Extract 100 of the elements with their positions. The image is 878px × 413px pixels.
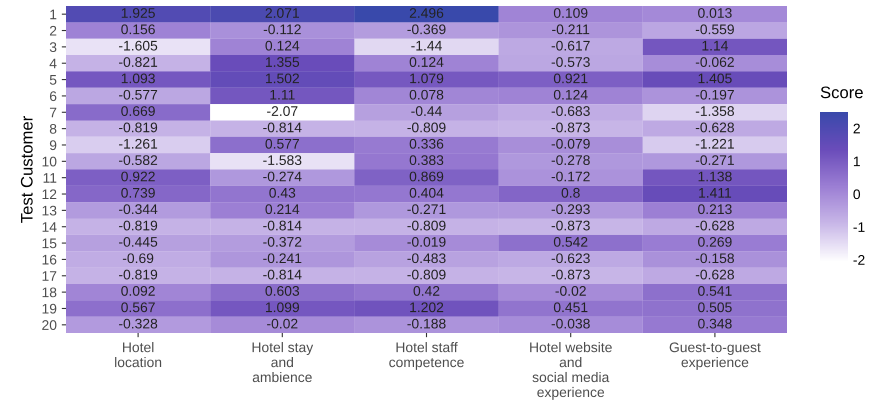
y-tick-label: 5 (50, 75, 56, 85)
data-label: 0.739 (121, 188, 155, 198)
data-label: -0.293 (552, 204, 590, 214)
data-label: -0.873 (552, 270, 590, 280)
data-label: -1.358 (696, 106, 734, 116)
data-label: -0.809 (407, 270, 446, 280)
data-label: -0.274 (263, 172, 302, 182)
data-label: -0.628 (696, 270, 734, 280)
data-label: -0.873 (552, 122, 590, 132)
y-tick-label: 15 (42, 238, 56, 248)
y-tick-label: 4 (50, 58, 57, 68)
data-label: 0.213 (698, 204, 732, 214)
data-label: 0.921 (554, 73, 588, 84)
data-label: -0.577 (119, 90, 158, 100)
data-label: 0.922 (121, 172, 155, 182)
data-label: -0.573 (552, 57, 590, 67)
y-tick-label: 9 (50, 140, 56, 150)
data-label: 1.079 (410, 73, 444, 84)
data-label: 0.577 (265, 138, 299, 149)
data-label: 0.348 (698, 318, 732, 329)
y-tick-label: 14 (42, 222, 57, 232)
data-label: -0.278 (552, 155, 590, 166)
color-bar-label: 1 (854, 156, 860, 166)
y-tick-label: 20 (42, 320, 56, 330)
color-bar-title: Score (820, 86, 863, 98)
y-tick-label: 13 (42, 206, 56, 216)
data-label: -0.683 (552, 106, 590, 116)
data-label: -0.821 (119, 57, 158, 67)
data-label: 0.013 (698, 8, 732, 18)
y-tick-label: 11 (44, 173, 56, 183)
data-label: -1.605 (119, 40, 158, 51)
data-label: -0.079 (552, 138, 590, 149)
x-tick-label: Hotel staff competence (389, 342, 464, 370)
data-label: -1.583 (263, 155, 302, 166)
data-label: -0.819 (119, 122, 158, 132)
data-label: -0.628 (696, 122, 734, 132)
y-tick-label: 10 (42, 156, 56, 166)
data-label: 1.099 (266, 302, 300, 312)
data-label: -0.241 (263, 253, 302, 264)
color-bar-label: -2 (853, 255, 865, 265)
data-label: 0.8 (562, 188, 580, 198)
data-label: 0.42 (414, 286, 440, 296)
y-tick-label: 18 (42, 287, 56, 298)
data-label: -0.197 (696, 90, 734, 100)
data-label: -2.07 (267, 106, 298, 116)
x-tick-label: Hotel stay and ambience (252, 342, 314, 382)
data-label: -0.369 (407, 24, 446, 34)
data-label: -0.809 (407, 220, 446, 230)
data-label: -0.271 (407, 204, 446, 214)
y-tick-label: 8 (50, 124, 56, 134)
data-label: -0.172 (552, 172, 590, 182)
data-label: 0.567 (121, 302, 155, 312)
data-label: -0.44 (411, 106, 442, 116)
data-label: 0.383 (410, 155, 444, 166)
data-label: -0.559 (696, 24, 734, 34)
data-label: -1.44 (411, 40, 442, 50)
data-label: -0.271 (696, 155, 734, 166)
color-bar-label: 0 (853, 189, 860, 200)
data-label: -0.873 (552, 220, 590, 230)
data-label: 0.43 (269, 188, 296, 198)
data-label: 0.542 (554, 236, 588, 247)
y-tick-label: 17 (42, 271, 56, 281)
color-bar-label: 2 (854, 124, 860, 134)
data-label: -0.344 (119, 204, 158, 214)
y-tick-label: 2 (50, 26, 56, 36)
data-label: 1.202 (410, 302, 444, 312)
y-tick-label: 6 (50, 91, 56, 102)
color-bar-label: -1 (853, 222, 865, 232)
data-label: -0.445 (119, 236, 158, 247)
data-label: -0.112 (264, 24, 301, 34)
y-tick-label: 1 (50, 10, 56, 20)
data-label: -0.062 (696, 57, 734, 67)
data-label: 0.603 (265, 286, 300, 296)
data-label: 0.404 (410, 188, 444, 198)
data-label: -0.483 (407, 253, 446, 264)
x-tick-label: Guest-to-guest experience (670, 342, 761, 370)
data-label: -1.261 (119, 138, 158, 149)
data-label: 0.541 (698, 286, 732, 296)
data-label: -0.019 (407, 236, 446, 247)
data-label: 0.214 (265, 204, 300, 214)
data-label: -0.038 (552, 318, 590, 329)
data-label: -0.814 (263, 270, 302, 280)
data-label: 0.078 (410, 90, 444, 100)
data-label: 1.925 (122, 8, 155, 18)
data-label: 0.669 (121, 106, 155, 116)
data-label: -0.69 (122, 253, 154, 264)
data-label: -0.372 (263, 236, 302, 247)
data-label: 0.269 (698, 236, 732, 247)
data-label: 0.156 (121, 24, 155, 34)
data-label: 0.109 (554, 8, 588, 18)
data-label: 0.505 (698, 302, 732, 312)
data-label: -0.188 (407, 318, 446, 329)
data-label: -0.819 (119, 270, 158, 280)
data-label: 2.496 (410, 8, 444, 18)
data-label: -0.02 (555, 286, 586, 296)
data-label: -0.819 (119, 220, 158, 230)
data-label: 1.093 (122, 73, 155, 84)
data-label: -0.809 (407, 122, 446, 132)
data-label: 1.138 (698, 172, 732, 182)
data-label: -0.628 (696, 220, 734, 230)
